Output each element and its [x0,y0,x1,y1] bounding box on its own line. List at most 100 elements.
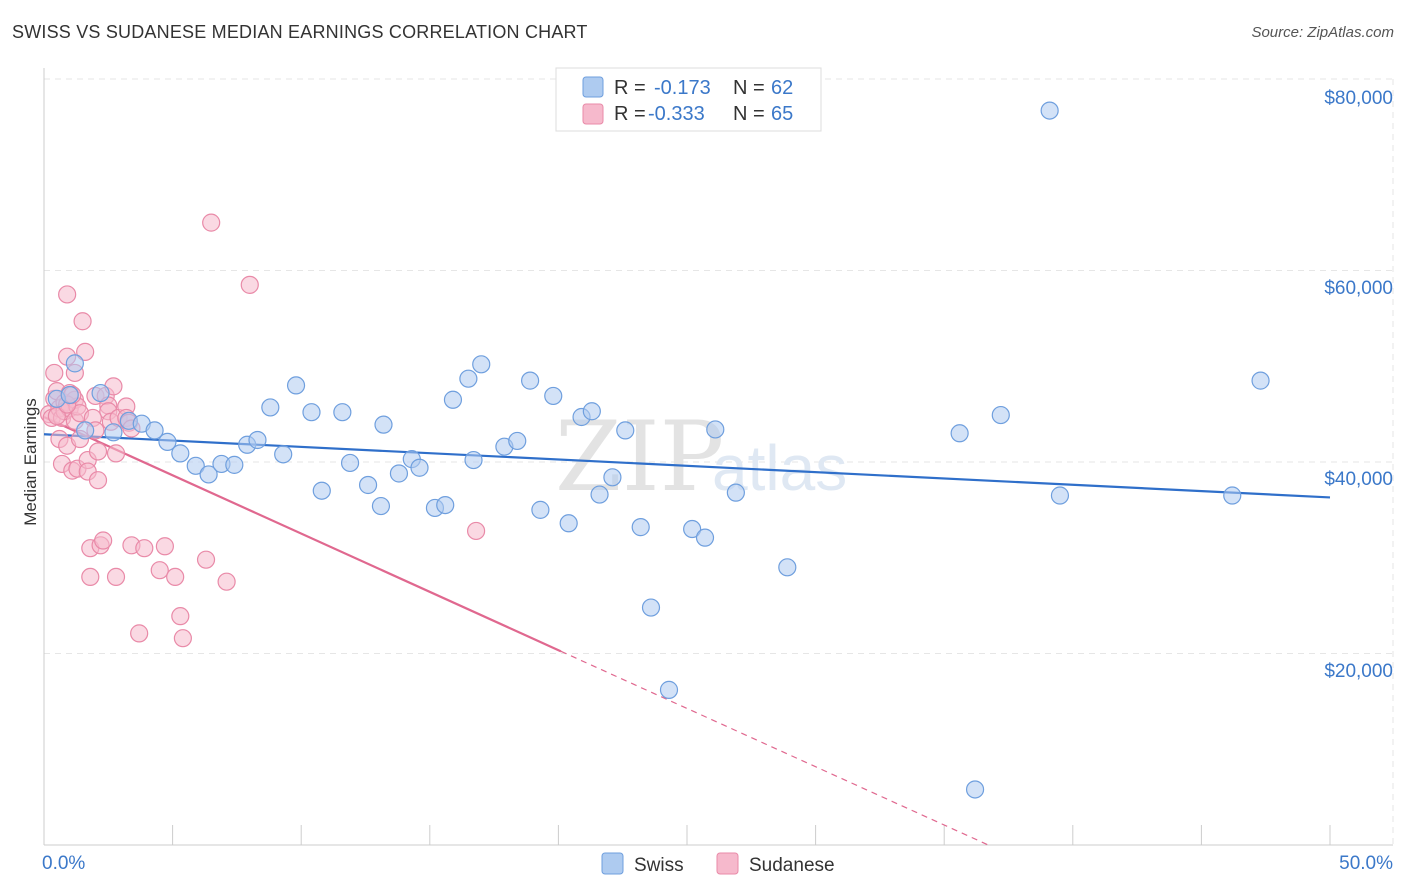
sudanese-point-36 [94,531,113,550]
swiss-point-29 [410,458,429,477]
x-tick-label-min: 0.0% [42,853,85,874]
swiss-point-34 [464,450,483,470]
swiss-point-23 [340,453,360,473]
legend-swatch-sudanese [582,103,604,125]
swiss-point-50 [683,519,702,539]
sudanese-point-33 [88,442,108,461]
swiss-point-60 [1223,486,1242,505]
swiss-point-61 [1251,371,1270,390]
legend-sudanese-r-value: -0.333 [648,103,705,125]
sudanese-point-59 [217,572,236,591]
y-tick-label-80000: $80,000 [1324,88,1393,109]
swiss-point-52 [706,420,725,439]
x-tick-label-max: 50.0% [1339,853,1393,874]
y-tick-label-20000: $20,000 [1324,661,1393,682]
sudanese-point-55 [171,607,190,626]
bottom-legend-swatch-swiss [601,852,624,875]
sudanese-point-58 [202,213,221,232]
sudanese-point-28 [81,567,100,587]
swiss-point-8 [145,421,164,440]
sudanese-point-34 [88,471,108,490]
axes [43,68,1393,846]
swiss-point-32 [443,390,463,409]
y-tick-label-60000: $60,000 [1324,278,1393,299]
swiss-point-49 [659,680,679,699]
swiss-point-19 [286,376,306,395]
bottom-legend: Swiss Sudanese [601,852,835,876]
source-credit: Source: ZipAtlas.com [1251,24,1394,41]
bottom-legend-label-sudanese: Sudanese [749,855,835,876]
swiss-point-38 [521,371,540,390]
swiss-point-18 [274,445,293,464]
sudanese-point-52 [150,561,169,580]
swiss-point-40 [544,386,563,406]
sudanese-point-60 [240,275,259,294]
swiss-point-48 [641,598,661,617]
legend-sudanese-n-label: N = [733,103,765,125]
swiss-point-1 [60,385,79,405]
swiss-point-14 [225,455,244,474]
sudanese-point-61 [466,521,486,541]
swiss-point-54 [778,558,797,577]
sudanese-point-50 [130,624,149,643]
chart-title: SWISS VS SUDANESE MEDIAN EARNINGS CORREL… [12,22,588,42]
swiss-point-35 [472,355,491,374]
swiss-point-59 [1050,486,1070,505]
swiss-point-58 [1040,101,1059,120]
sudanese-trend-extension [560,650,989,846]
legend-swatch-swiss [582,76,604,98]
swiss-point-4 [91,383,110,403]
sudanese-point-13 [58,285,77,304]
swiss-point-17 [261,398,280,417]
legend-swiss-n-label: N = [733,77,765,99]
swiss-point-31 [436,495,455,515]
sudanese-point-57 [196,550,216,569]
swiss-point-33 [459,369,478,388]
legend-swiss-r-value: -0.173 [654,77,711,99]
sudanese-trend-line [43,415,562,653]
swiss-point-12 [199,465,218,484]
y-axis-label: Median Earnings [21,398,40,526]
y-tick-label-40000: $40,000 [1324,469,1393,490]
swiss-point-20 [302,403,321,422]
bottom-legend-label-swiss: Swiss [634,855,684,876]
swiss-point-11 [186,456,205,475]
swiss-point-25 [371,496,391,516]
legend-swiss-r-label: R = [614,77,646,99]
swiss-point-46 [616,421,635,440]
legend-swiss-n-value: 62 [771,77,793,99]
swiss-point-41 [559,514,578,533]
sudanese-point-56 [173,629,192,648]
swiss-point-57 [991,405,1010,425]
sudanese-point-53 [155,537,174,556]
sudanese-point-25 [76,342,95,361]
swiss-point-22 [333,403,352,422]
swiss-point-10 [171,444,190,463]
swiss-point-24 [358,475,378,495]
swiss-point-5 [104,423,123,442]
sudanese-point-54 [166,567,185,587]
swiss-point-43 [582,402,601,421]
swiss-point-51 [695,528,715,547]
swiss-point-16 [248,430,267,450]
sudanese-point-51 [135,539,154,558]
swiss-point-56 [965,780,985,799]
swiss-point-9 [158,432,177,451]
swiss-point-44 [590,485,609,504]
sudanese-point-3 [45,363,64,383]
swiss-point-27 [389,464,409,483]
legend: R = -0.173 N = 62 R = -0.333 N = 65 [555,67,822,132]
legend-sudanese-n-value: 65 [771,103,793,125]
legend-sudanese-r-label: R = [614,103,646,125]
swiss-point-55 [950,424,969,443]
swiss-point-47 [631,518,650,537]
swiss-point-26 [374,415,393,434]
swiss-point-37 [508,431,527,451]
swiss-point-2 [65,354,84,373]
sudanese-point-43 [106,444,126,463]
sudanese-point-42 [106,567,126,587]
swiss-point-3 [76,421,95,440]
sudanese-point-24 [73,312,92,331]
bottom-legend-swatch-sudanese [716,852,739,875]
